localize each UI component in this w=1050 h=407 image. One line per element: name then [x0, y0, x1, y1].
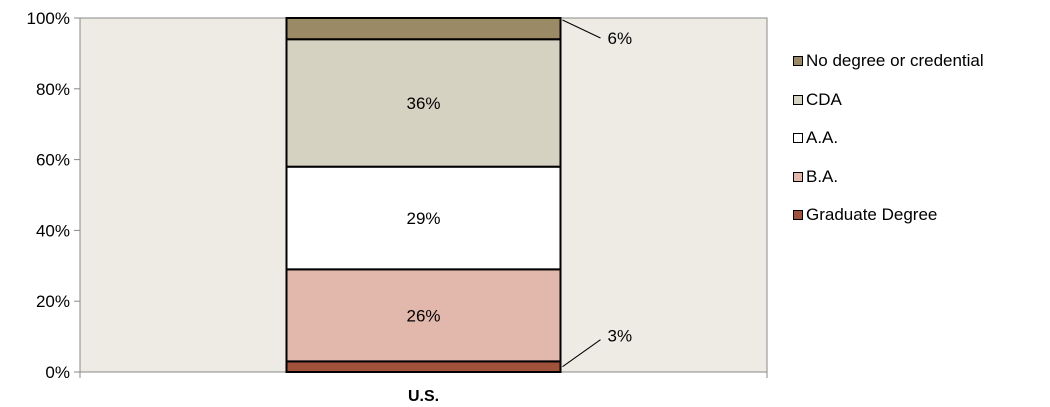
legend-swatch: [793, 133, 803, 144]
legend-item: B.A.: [793, 158, 984, 197]
data-label: 26%: [406, 306, 440, 325]
bar-segment-graduate-degree: [285, 360, 562, 374]
data-label: 29%: [406, 209, 440, 228]
y-tick-label: 60%: [36, 151, 70, 170]
legend-item: Graduate Degree: [793, 196, 984, 235]
legend-item: A.A.: [793, 119, 984, 158]
bar-segment-cda: [285, 38, 562, 168]
data-label: 3%: [608, 327, 633, 346]
legend-item: No degree or credential: [793, 42, 984, 81]
legend-swatch: [793, 171, 803, 182]
data-labels: 3% 26% 29% 36% 6%: [406, 19, 633, 368]
legend-swatch: [793, 56, 803, 67]
bar-segment-b-a-: [285, 268, 562, 363]
y-tick-label: 100%: [27, 9, 70, 28]
legend-label: B.A.: [806, 166, 839, 186]
y-axis: 0% 20% 40% 60% 80% 100%: [27, 9, 80, 382]
legend: No degree or credential CDA A.A. B.A. Gradua…: [793, 42, 984, 235]
data-label: 6%: [608, 29, 633, 48]
bar-segment-a-a-: [285, 165, 562, 271]
x-axis: U.S.: [79, 372, 768, 405]
legend-swatch: [793, 210, 803, 221]
legend-label: CDA: [806, 89, 842, 109]
x-category-label: U.S.: [408, 388, 439, 405]
leader-line: [562, 339, 601, 368]
legend-swatch: [793, 94, 803, 105]
bar-segments: [285, 17, 562, 374]
legend-label: No degree or credential: [806, 51, 984, 71]
y-tick-label: 20%: [36, 292, 70, 311]
bar-segment-no-degree-or-credential: [285, 17, 562, 41]
legend-item: CDA: [793, 81, 984, 120]
y-tick-label: 40%: [36, 221, 70, 240]
legend-label: Graduate Degree: [806, 205, 938, 225]
legend-label: A.A.: [806, 128, 839, 148]
data-label: 36%: [406, 94, 440, 113]
y-tick-label: 80%: [36, 80, 70, 99]
y-tick-label: 0%: [45, 363, 70, 382]
leader-line: [562, 19, 601, 39]
